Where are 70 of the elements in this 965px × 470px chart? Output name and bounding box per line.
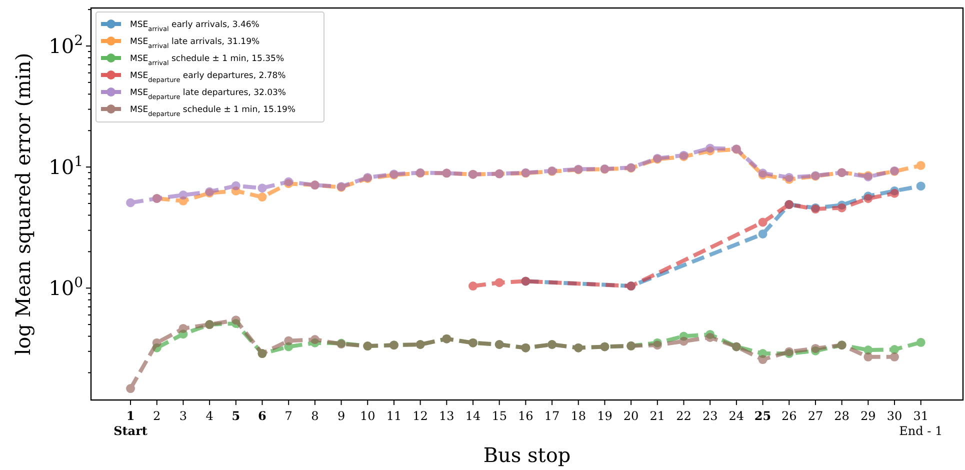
x-tick-label: 14: [465, 409, 481, 423]
x-tick-label: 21: [650, 409, 666, 423]
x-tick-label: 2: [153, 409, 161, 423]
point: [310, 335, 320, 344]
x-tick-label: 27: [808, 409, 824, 423]
point: [258, 184, 267, 193]
point: [810, 344, 820, 353]
point: [468, 282, 478, 291]
x-tick-label: 3: [179, 409, 188, 423]
legend-label: MSE$_{arrival}$ schedule ± 1 min, 15.35%: [130, 54, 284, 67]
x-tick-label: 25: [754, 409, 772, 423]
x-tick-label: 8: [311, 409, 319, 423]
point: [758, 218, 768, 227]
point: [231, 181, 240, 190]
point: [890, 352, 900, 362]
point: [494, 278, 504, 288]
point: [758, 229, 768, 238]
x-tick-label: 9: [337, 409, 346, 423]
legend-label: MSE$_{arrival}$ early arrivals, 3.46%: [130, 20, 260, 33]
point: [126, 384, 136, 394]
x-tick-label: 19: [597, 409, 612, 423]
x-tick-label: 20: [623, 409, 639, 423]
point: [758, 355, 768, 364]
legend-label: MSE$_{departure}$ schedule ± 1 min, 15.19%: [130, 105, 296, 118]
x-tick-label: 11: [386, 409, 402, 423]
point: [152, 338, 162, 348]
point: [916, 338, 926, 347]
point: [706, 332, 715, 342]
point: [652, 340, 662, 350]
x-tick-label: 16: [518, 409, 534, 423]
x-axis-title: Bus stop: [483, 443, 571, 467]
x-tick-label: 10: [360, 409, 376, 423]
x-tick-label: 5: [232, 409, 240, 423]
y-tick-label: 10$^{1}$: [48, 154, 83, 180]
x-tick-label: 24: [728, 409, 744, 423]
legend-label: MSE$_{departure}$ late departures, 32.03%: [130, 88, 286, 101]
x-tick-label: 15: [492, 409, 507, 423]
point: [679, 336, 688, 346]
x-tick-label: 29: [860, 409, 876, 423]
x-tick-label: 23: [702, 409, 718, 423]
x-tick-label: 17: [544, 409, 560, 423]
x-tick-label: 22: [676, 409, 692, 423]
y-tick-label: 10$^{2}$: [48, 32, 83, 58]
x-tick-label: 4: [206, 409, 214, 423]
point: [284, 336, 294, 346]
point: [178, 324, 188, 333]
point: [178, 190, 188, 200]
point: [258, 192, 267, 202]
x-tick-label: 13: [439, 409, 454, 423]
point: [231, 316, 240, 325]
point: [126, 198, 136, 208]
y-axis-title: log Mean squared error (min): [11, 52, 35, 356]
point: [916, 160, 926, 170]
x-tick-label: 30: [886, 409, 902, 423]
x-tick-label: 1 Start: [114, 409, 148, 438]
point: [706, 144, 715, 153]
x-tick-label: 7: [284, 409, 292, 423]
point: [890, 188, 900, 198]
x-tick-label: 28: [834, 409, 850, 423]
x-tick-label: 12: [412, 409, 428, 423]
x-tick-label: 18: [570, 409, 586, 423]
legend-label: MSE$_{departure}$ early departures, 2.78%: [130, 71, 286, 84]
y-tick-label: 10$^{0}$: [48, 275, 83, 300]
point: [837, 203, 846, 212]
point: [916, 182, 926, 191]
x-tick-label: 6: [258, 409, 266, 423]
legend-label: MSE$_{arrival}$ late arrivals, 31.19%: [130, 37, 260, 50]
point: [864, 352, 873, 362]
point: [890, 344, 900, 354]
x-tick-label: 26: [781, 409, 797, 423]
